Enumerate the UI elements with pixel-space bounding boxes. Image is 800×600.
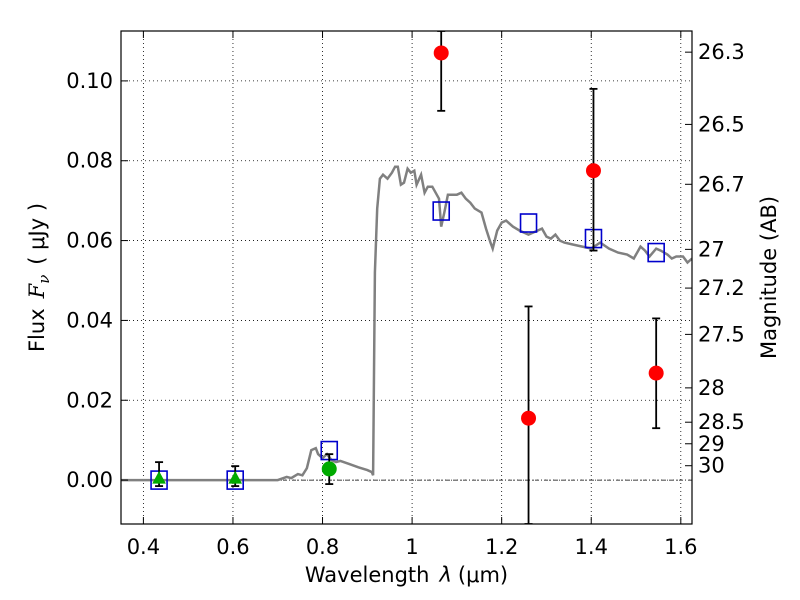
sed-model-line [121, 165, 692, 482]
observed-flux-point [321, 461, 337, 477]
observed-flux-point [648, 365, 664, 381]
grid [121, 31, 692, 524]
upper-limit-triangle [152, 471, 166, 484]
y-tick-label: 0.04 [66, 308, 113, 332]
right-tick-label: 28.5 [698, 410, 745, 434]
right-tick-label: 27.2 [698, 276, 745, 300]
y-tick-label: 0.02 [66, 388, 113, 412]
right-tick-label: 27 [698, 237, 725, 261]
x-tick-label: 0.6 [216, 535, 249, 559]
right-tick-label: 26.7 [698, 172, 745, 196]
plot-area [121, 31, 692, 524]
right-tick-label: 30 [698, 454, 725, 478]
x-tick-label: 1 [405, 535, 418, 559]
model-square-marker [647, 242, 665, 263]
model-square-marker [432, 201, 451, 221]
observed-flux-point [585, 163, 601, 179]
plot-frame [120, 30, 693, 525]
right-tick-label: 29 [698, 432, 725, 456]
series-group [121, 31, 692, 524]
model-square-marker [519, 213, 538, 233]
right-tick-label: 26.5 [698, 112, 745, 136]
observed-flux-point [433, 45, 449, 61]
x-axis-label: Wavelength λ (μm) [305, 563, 508, 587]
right-tick-label: 27.5 [698, 322, 745, 346]
ticks: 0.4 0.6 0.8 1 1.2 1.4 1.6 0.00 0.02 0.04 0.06 0.08 0… [66, 31, 745, 559]
y-axis-label: FluxFν( μJy ) [25, 203, 53, 352]
upper-limit-triangle [228, 471, 243, 484]
y-tick-label: 0.00 [66, 468, 113, 492]
observed-flux-point [521, 410, 537, 426]
right-tick-label: 26.3 [698, 40, 745, 64]
x-tick-label: 1.6 [664, 535, 697, 559]
x-tick-label: 1.4 [575, 535, 608, 559]
y-tick-label: 0.10 [66, 69, 113, 93]
right-axis-label: Magnitude (AB) [757, 196, 781, 359]
y-tick-label: 0.08 [66, 149, 113, 173]
y-tick-label: 0.06 [66, 229, 113, 253]
right-tick-label: 28 [698, 376, 725, 400]
x-tick-label: 0.4 [127, 535, 160, 559]
x-tick-label: 1.2 [485, 535, 518, 559]
x-tick-label: 0.8 [306, 535, 339, 559]
